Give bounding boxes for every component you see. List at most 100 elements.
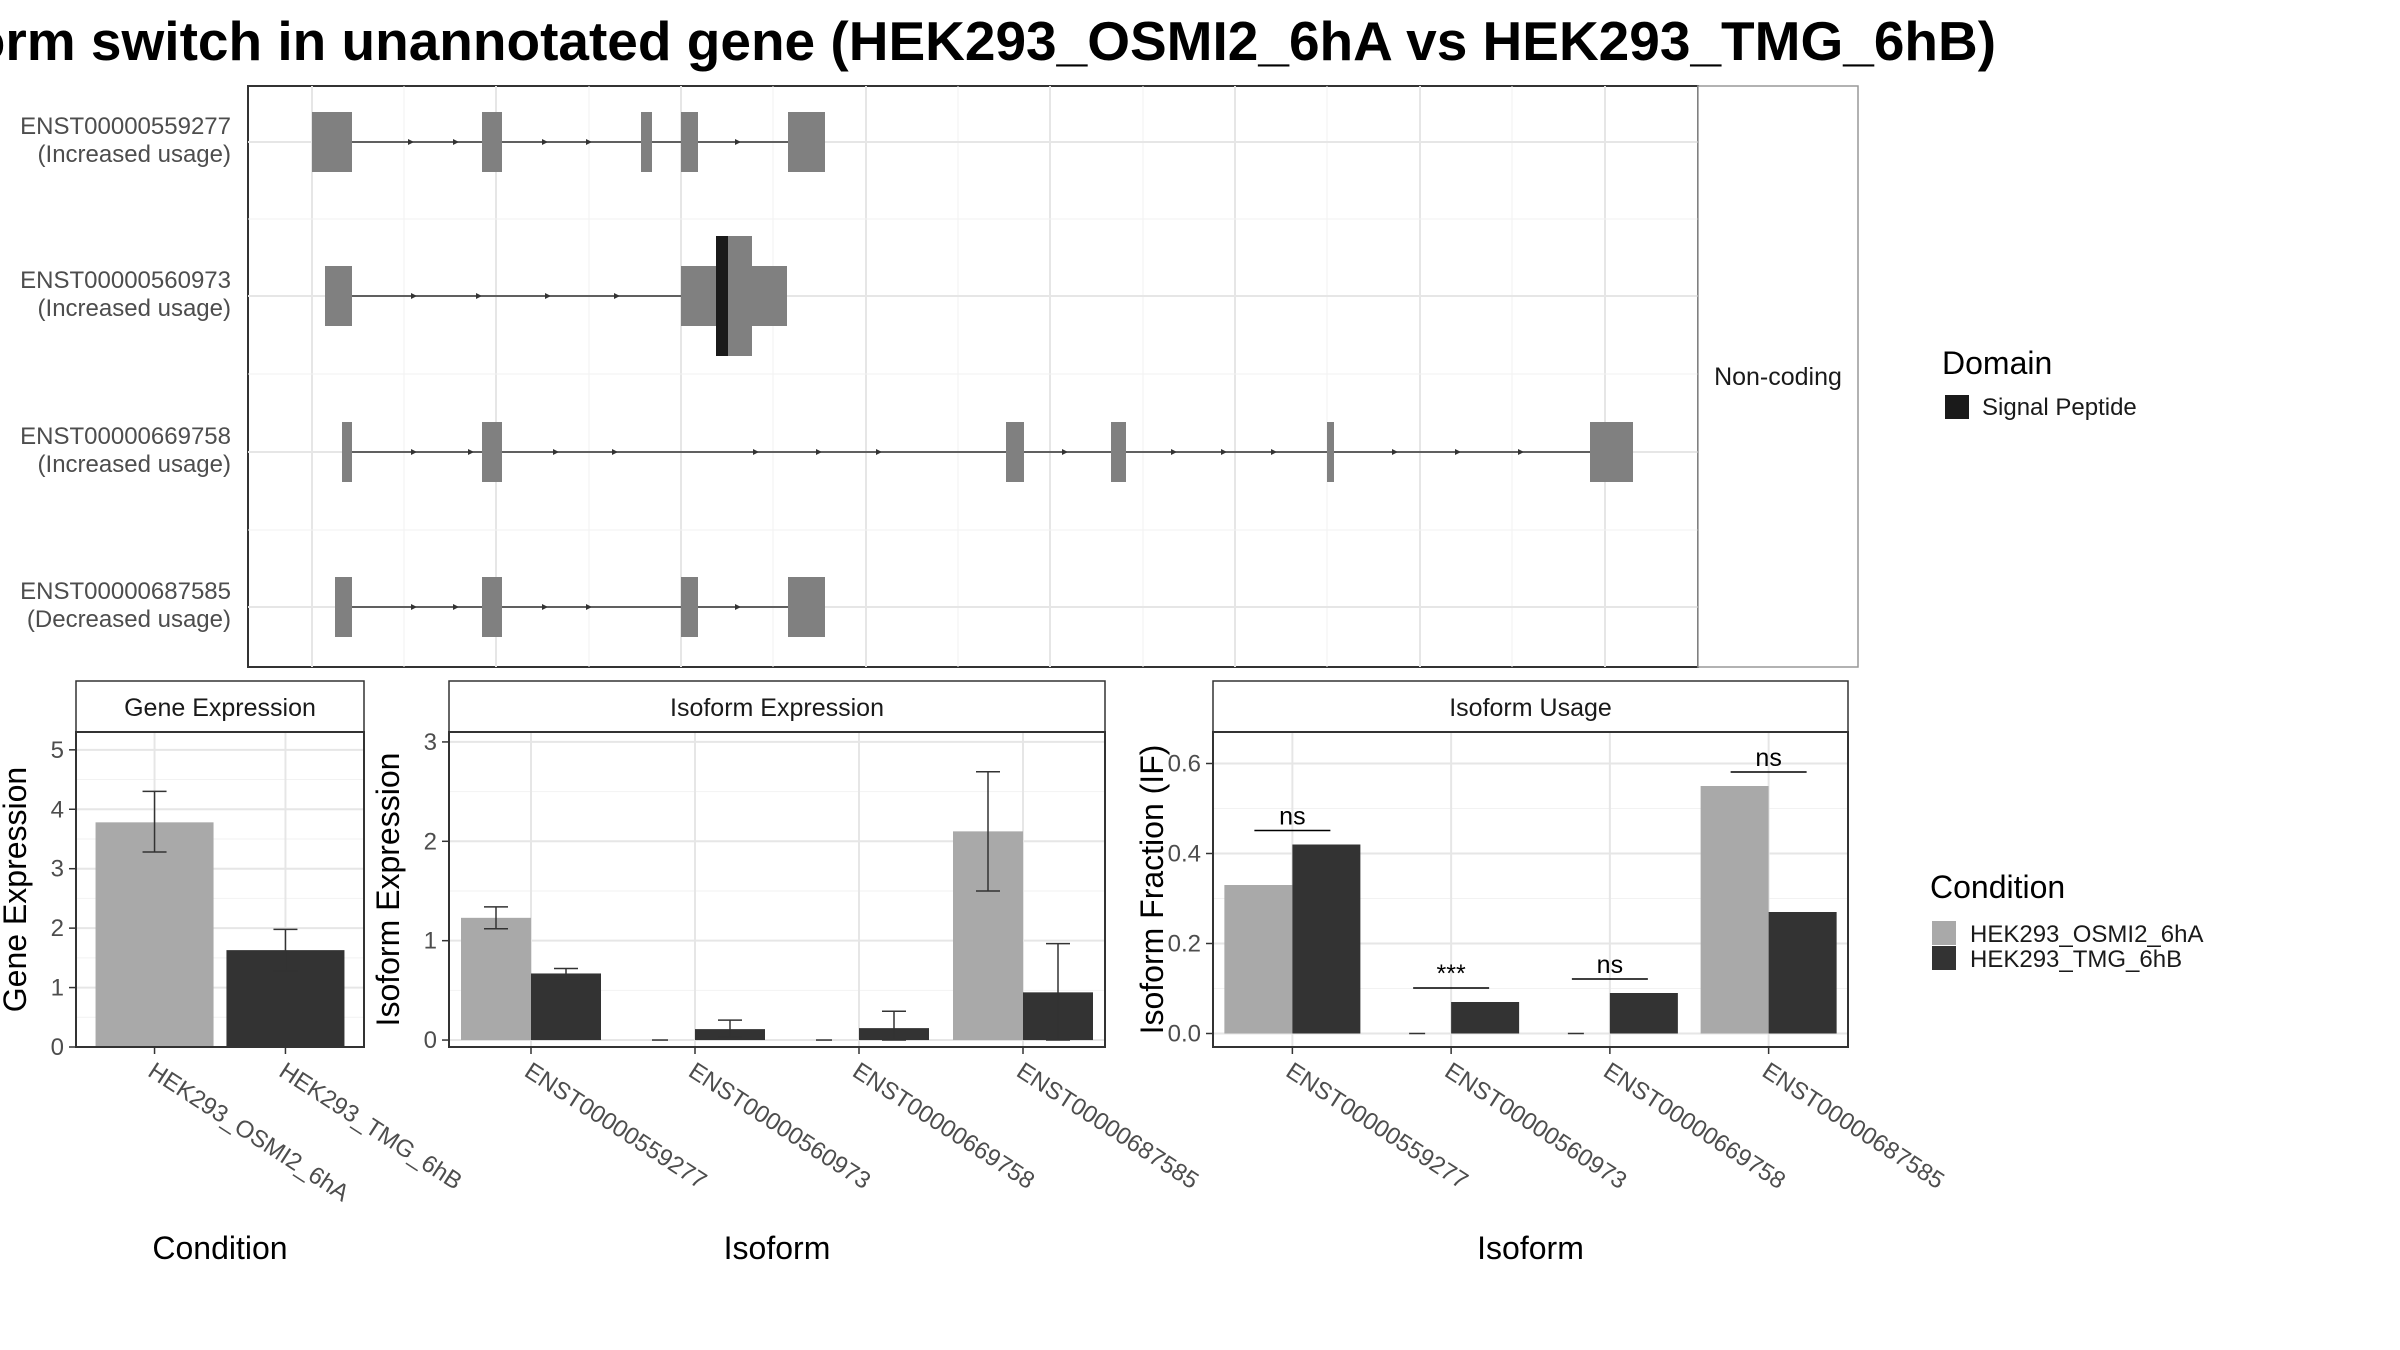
y-tick-label-1: 1 (51, 975, 64, 1002)
exon-3-0 (335, 577, 352, 637)
exon-1-0 (325, 266, 352, 326)
plot-border (75, 731, 365, 1048)
bar-1-2 (1609, 993, 1678, 1034)
significance-label-3: ns (1755, 744, 1781, 772)
exon-2-1 (482, 422, 502, 482)
condition-swatch-tmg (1932, 946, 1956, 970)
intron-arrow-2-8 (1171, 449, 1177, 455)
intron-arrow-3-2 (542, 604, 548, 610)
intron-arrow-1-1 (476, 293, 482, 299)
bar-1-3 (1768, 912, 1837, 1034)
isoform-usage-label-0: (Increased usage) (38, 141, 231, 168)
bar-1-0 (1292, 844, 1361, 1034)
exon-0-1 (482, 112, 502, 172)
y-tick-label-5: 5 (51, 737, 64, 764)
facet-label: Non-coding (1714, 363, 1842, 391)
domain-legend-swatch (1945, 395, 1969, 419)
y-axis-label: Isoform Expression (370, 753, 406, 1027)
x-axis-label: Isoform (1477, 1230, 1584, 1266)
domain-legend: Domain Signal Peptide (1942, 345, 2137, 421)
domain-legend-title: Domain (1942, 345, 2052, 381)
exon-1-1 (681, 266, 716, 326)
intron-arrow-2-3 (612, 449, 618, 455)
intron-arrow-1-0 (411, 293, 417, 299)
exon-0-2 (641, 112, 652, 172)
panel-isoform-expression: Isoform Expression0123ENST00000559277ENS… (370, 680, 1204, 1266)
y-tick-label-2: 0.4 (1168, 841, 1201, 868)
bar-0-3 (1700, 786, 1769, 1034)
intron-arrow-1-3 (614, 293, 620, 299)
y-tick-label-2: 2 (51, 915, 64, 942)
isoform-usage-label-3: (Decreased usage) (27, 606, 231, 633)
x-tick-label-1: ENST00000560973 (684, 1057, 876, 1194)
isoform-usage-label-1: (Increased usage) (38, 295, 231, 322)
condition-legend-title: Condition (1930, 869, 2065, 905)
exon-2-4 (1327, 422, 1334, 482)
intron-arrow-2-10 (1271, 449, 1277, 455)
x-tick-label-2: ENST00000669758 (848, 1057, 1040, 1194)
exon-0-3 (681, 112, 698, 172)
strip-box (1212, 680, 1849, 733)
intron-arrow-3-1 (453, 604, 459, 610)
intron-arrow-3-0 (411, 604, 417, 610)
intron-arrow-2-13 (1518, 449, 1524, 455)
intron-arrow-2-5 (816, 449, 822, 455)
exon-3-3 (788, 577, 825, 637)
intron-arrow-2-0 (411, 449, 417, 455)
y-tick-label-0: 0.0 (1168, 1021, 1201, 1048)
intron-arrow-0-0 (408, 139, 414, 145)
signal-peptide-domain (716, 236, 728, 356)
exon-2-5 (1590, 422, 1633, 482)
y-tick-label-3: 3 (51, 856, 64, 883)
intron-arrow-2-4 (753, 449, 759, 455)
bar-1-0 (531, 973, 601, 1041)
y-axis-label: Gene Expression (0, 767, 33, 1012)
strip-box (75, 680, 365, 733)
y-axis-label: Isoform Fraction (IF) (1134, 745, 1170, 1035)
exon-3-2 (681, 577, 698, 637)
isoform-label-1: ENST00000560973 (20, 267, 231, 294)
intron-arrow-0-4 (735, 139, 741, 145)
bar-1-1 (1451, 1002, 1520, 1034)
bars (461, 770, 1093, 1041)
intron-arrow-3-4 (735, 604, 741, 610)
exon-0-0 (312, 112, 352, 172)
bars (95, 790, 345, 1047)
intron-arrow-2-9 (1221, 449, 1227, 455)
intron-arrow-2-12 (1455, 449, 1461, 455)
isoform-row-labels: ENST00000559277(Increased usage)ENST0000… (20, 113, 231, 633)
y-tick-label-4: 4 (51, 796, 64, 823)
exon-2-3 (1111, 422, 1126, 482)
bar-0-0 (1224, 885, 1293, 1034)
isoform-usage-label-2: (Increased usage) (38, 451, 231, 478)
isoform-label-2: ENST00000669758 (20, 423, 231, 450)
exon-3-1 (482, 577, 502, 637)
x-tick-label-3: ENST00000687585 (1012, 1057, 1204, 1194)
y-tick-label-1: 0.2 (1168, 931, 1201, 958)
strip-label: Isoform Usage (1449, 694, 1612, 722)
intron-arrow-2-6 (876, 449, 882, 455)
significance-label-2: ns (1597, 951, 1623, 979)
isoform-label-3: ENST00000687585 (20, 578, 231, 605)
plot-border (1212, 731, 1849, 1048)
structure-panel-border (247, 85, 1699, 668)
y-tick-label-0: 0 (51, 1034, 64, 1061)
intron-arrow-0-2 (542, 139, 548, 145)
intron-arrow-3-3 (586, 604, 592, 610)
significance-label-1: *** (1437, 960, 1466, 988)
exon-1-3 (752, 266, 787, 326)
exon-0-4 (788, 112, 825, 172)
transcript-structure-panel: Non-coding (247, 85, 1859, 668)
figure-title: Isoform switch in unannotated gene (HEK2… (0, 10, 1996, 72)
strip-label: Isoform Expression (670, 694, 884, 722)
condition-legend: Condition HEK293_OSMI2_6hA HEK293_TMG_6h… (1930, 869, 2203, 973)
isoform-label-0: ENST00000559277 (20, 113, 231, 140)
y-tick-label-3: 3 (424, 729, 437, 756)
condition-label-osmi2: HEK293_OSMI2_6hA (1970, 921, 2203, 948)
intron-arrow-0-1 (453, 139, 459, 145)
exon-2-2 (1006, 422, 1024, 482)
y-tick-label-0: 0 (424, 1027, 437, 1054)
intron-arrow-2-2 (553, 449, 559, 455)
